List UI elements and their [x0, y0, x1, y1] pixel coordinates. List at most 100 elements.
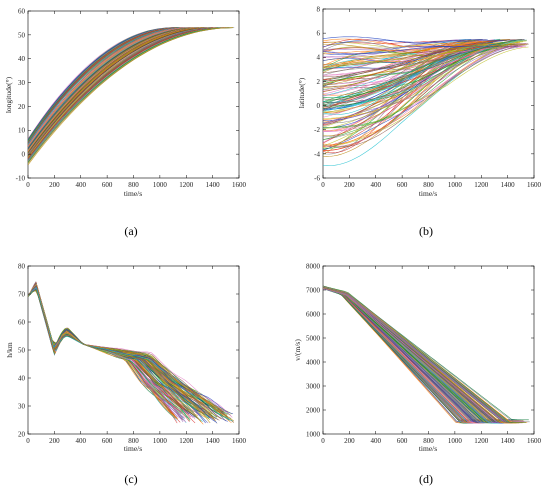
panel-b-xtick-label: 200: [344, 181, 355, 189]
panel-a-caption: (a): [124, 224, 137, 238]
panel-a-ytick-label: 40: [18, 55, 26, 63]
panel-a-xtick-label: 1400: [206, 181, 221, 189]
panel-c: 20 30 40 50 60 70 80 0 200 400 600 800 1000 1200 1400…: [5, 262, 247, 486]
panel-c-yticks: 20 30 40 50 60 70 80: [18, 262, 239, 438]
panel-d-series-line: [322, 287, 505, 423]
panel-d-xtick-label: 400: [371, 437, 382, 445]
panel-d: 1000 2000 3000 4000 5000 6000 7000 8000 0 200 400…: [293, 262, 542, 486]
panel-c-ytick-label: 60: [18, 318, 26, 326]
panel-c-caption: (c): [124, 472, 137, 486]
panel-b-xtick-label: 1200: [474, 181, 489, 189]
panel-b-series-line: [322, 36, 525, 44]
panel-a-ytick-label: 30: [18, 79, 26, 87]
panel-d-series-line: [322, 285, 526, 423]
panel-b-ytick-label: 8: [317, 5, 321, 13]
panel-b-ytick-label: 2: [317, 78, 321, 86]
panel-a-yticks: -10 0 10 20 30 40 50 60: [16, 7, 239, 182]
panel-d-ytick-label: 5000: [306, 334, 321, 342]
panel-b-series-line: [322, 45, 508, 68]
panel-d-xtick-label: 1000: [448, 437, 463, 445]
panel-d-series: [322, 285, 530, 424]
panel-b-series-line: [322, 43, 522, 124]
panel-b-xlabel: time/s: [419, 189, 437, 198]
panel-d-xtick-label: 1400: [501, 437, 516, 445]
panel-d-xticks: 0 200 400 600 800 1000 1200 1400 1600: [321, 266, 542, 445]
panel-d-caption: (d): [419, 472, 433, 486]
panel-c-xlabel: time/s: [124, 444, 142, 453]
panel-b-series-line: [323, 44, 526, 104]
panel-b-series-line: [322, 45, 519, 124]
panel-a-series-line: [27, 27, 178, 141]
panel-c-xtick-label: 400: [76, 437, 87, 445]
panel-a-ylabel: longitude(°): [4, 76, 13, 113]
panel-d-frame: [322, 265, 535, 435]
panel-b-caption: (b): [419, 224, 433, 238]
panel-d-xtick-label: 200: [344, 437, 355, 445]
panel-b-series-line: [322, 45, 508, 110]
panel-d-xtick-label: 800: [423, 437, 434, 445]
panel-b-series-line: [322, 46, 529, 147]
panel-a-series-line: [27, 27, 181, 144]
panel-a-series-line: [27, 27, 207, 153]
panel-d-ytick-label: 1000: [306, 430, 321, 438]
panel-b-ytick-label: 4: [317, 54, 321, 62]
panel-b-series-line: [322, 40, 527, 69]
panel-a-xtick-label: 200: [49, 181, 60, 189]
panel-d-ytick-label: 7000: [306, 286, 321, 294]
panel-b-series-line: [322, 39, 522, 140]
panel-a-ytick-label: -10: [16, 174, 26, 182]
panel-a-xtick-label: 0: [26, 181, 30, 189]
panel-d-ytick-label: 4000: [306, 358, 321, 366]
panel-c-ylabel: h/km: [5, 342, 14, 358]
panel-d-ytick-label: 6000: [306, 310, 321, 318]
panel-d-series-line: [322, 287, 525, 423]
panel-a-xtick-label: 800: [128, 181, 139, 189]
panel-a-series-line: [27, 27, 190, 146]
panel-b-series-line: [322, 39, 527, 104]
panel-a-series-line: [27, 27, 186, 145]
panel-c-xtick-label: 600: [102, 437, 113, 445]
panel-a-series-line: [27, 27, 184, 145]
panel-b-xtick-label: 1000: [448, 181, 463, 189]
panel-c-ytick-label: 30: [18, 402, 26, 410]
panel-a-series: [27, 27, 235, 166]
panel-c-xtick-label: 1000: [153, 437, 168, 445]
panel-d-series-line: [322, 288, 513, 423]
panel-b-xtick-label: 400: [371, 181, 382, 189]
panel-d-series-line: [322, 288, 520, 423]
panel-a-series-line: [27, 27, 183, 144]
panel-c-series-line: [27, 284, 234, 422]
panel-d-series-line: [322, 287, 498, 423]
panel-b-series-line: [323, 46, 523, 132]
panel-b-series-line: [322, 42, 520, 55]
panel-d-series-line: [322, 288, 473, 424]
panel-c-xtick-label: 200: [49, 437, 60, 445]
panel-a-ytick-label: 20: [18, 103, 26, 111]
panel-a-series-line: [27, 27, 214, 157]
panel-b-xtick-label: 600: [397, 181, 408, 189]
panel-b-series-line: [322, 39, 488, 48]
panel-b-series-line: [322, 39, 525, 77]
panel-a-series-line: [27, 27, 223, 159]
panel-d-series-line: [322, 288, 484, 424]
panel-c-ytick-label: 80: [18, 262, 26, 270]
panel-a-series-line: [27, 27, 200, 150]
panel-d-yticks: 1000 2000 3000 4000 5000 6000 7000 8000: [306, 262, 534, 438]
panel-a-xtick-label: 600: [102, 181, 113, 189]
panel-d-ylabel: v/(m/s): [293, 339, 302, 361]
panel-b-series-line: [322, 41, 520, 112]
panel-c-xticks: 0 200 400 600 800 1000 1200 1400 1600: [26, 266, 247, 445]
panel-a-ytick-label: 0: [22, 151, 26, 159]
panel-b-xtick-label: 0: [321, 181, 325, 189]
panel-c-ytick-label: 40: [18, 374, 26, 382]
panel-b-series-line: [322, 39, 515, 81]
panel-b: -6 -4 -2 0 2 4 6 8 0 200 400 600 800 1000 1200 1400 160…: [297, 5, 542, 238]
panel-c-xtick-label: 1400: [206, 437, 221, 445]
panel-b-series-line: [322, 43, 529, 80]
panel-b-ytick-label: 6: [317, 30, 321, 38]
panel-a-series-line: [27, 27, 175, 140]
panel-d-series-line: [322, 288, 495, 421]
panel-c-series-line: [27, 286, 232, 419]
panel-b-series-line: [322, 40, 526, 148]
